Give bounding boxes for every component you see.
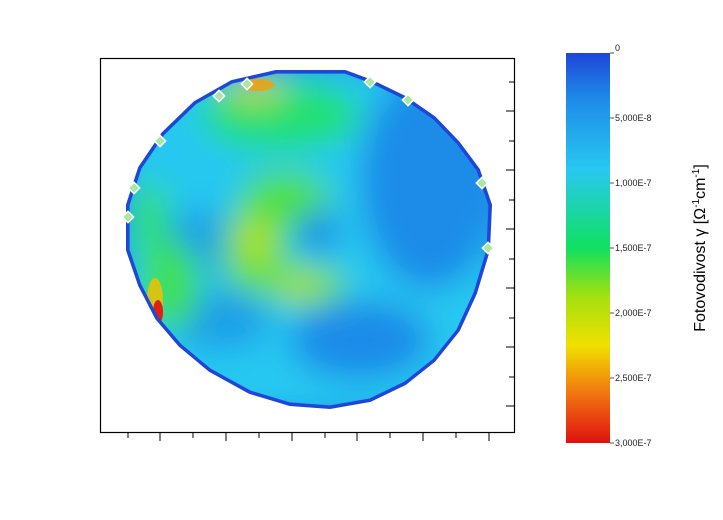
colorbar-tick-label: 1,000E-7 <box>615 178 652 188</box>
colorbar-title-prefix: Fotovodivost γ [Ω <box>692 208 709 332</box>
colorbar-title-mid: cm <box>692 178 709 199</box>
colorbar: 0 5,000E-8 1,000E-7 1,500E-7 2,000E-7 2,… <box>566 43 652 448</box>
colorbar-tick-label: 2,500E-7 <box>615 373 652 383</box>
marker <box>121 210 135 224</box>
colorbar-tick-label: 2,000E-7 <box>615 308 652 318</box>
marker <box>127 181 141 195</box>
measurement-markers <box>121 75 495 255</box>
colorbar-title: Fotovodivost γ [Ω-1cm-1] <box>691 164 709 332</box>
marker <box>475 176 489 190</box>
marker <box>212 89 226 103</box>
marker <box>481 241 495 255</box>
x-axis-ticks <box>127 433 490 441</box>
marker <box>401 93 415 107</box>
colorbar-tick-label: 1,500E-7 <box>615 243 652 253</box>
marker <box>363 75 377 89</box>
colorbar-title-suffix: ] <box>692 164 709 168</box>
colorbar-title-exp2: -1 <box>691 168 702 177</box>
colorbar-title-exp1: -1 <box>691 198 702 207</box>
marker <box>240 77 254 91</box>
wafer-map <box>126 70 493 410</box>
colorbar-gradient <box>566 53 610 443</box>
colorbar-ticks <box>610 52 614 444</box>
marker <box>153 134 167 148</box>
colorbar-tick-label: 0 <box>615 43 620 53</box>
colorbar-tick-label: 3,000E-7 <box>615 438 652 448</box>
colorbar-tick-label: 5,000E-8 <box>615 113 652 123</box>
y-axis-ticks <box>506 81 514 407</box>
